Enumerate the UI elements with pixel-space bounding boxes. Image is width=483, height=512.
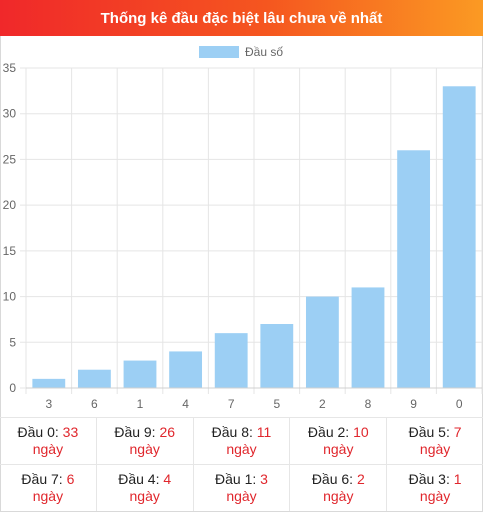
stat-unit: ngày	[419, 441, 451, 457]
stat-value: 11	[256, 424, 272, 440]
stat-unit: ngày	[419, 488, 451, 504]
stat-label: Đầu 2:	[307, 424, 350, 440]
stat-cell: Đầu 7: 6 ngày	[0, 465, 97, 511]
chart-header: Thống kê đầu đặc biệt lâu chưa về nhất	[0, 0, 483, 36]
stat-value: 7	[453, 424, 462, 440]
stat-cell: Đầu 5: 7 ngày	[387, 418, 483, 464]
stat-label: Đầu 8:	[211, 424, 253, 440]
bar	[305, 296, 339, 388]
x-tick-label: 7	[228, 397, 235, 411]
stat-value: 10	[353, 424, 369, 440]
y-tick-label: 0	[9, 381, 16, 395]
y-tick-label: 5	[9, 335, 16, 349]
stat-unit: ngày	[323, 441, 354, 457]
stat-unit: ngày	[226, 488, 257, 504]
stat-value: 33	[62, 424, 79, 440]
stat-cell: Đầu 4: 4 ngày	[97, 465, 194, 511]
stat-value: 4	[163, 471, 172, 487]
x-tick-label: 0	[456, 397, 463, 411]
stat-cell: Đầu 2: 10 ngày	[290, 418, 388, 464]
bar	[32, 378, 66, 388]
stat-label: Đầu 1:	[215, 471, 257, 487]
stat-cell: Đầu 0: 33 ngày	[0, 418, 97, 464]
bar	[260, 324, 294, 388]
x-tick-label: 3	[45, 397, 52, 411]
bar	[123, 360, 157, 388]
stats-row: Đầu 0: 33 ngày Đầu 9: 26 ngày Đầu 8: 11 …	[0, 417, 483, 464]
stat-unit: ngày	[226, 441, 257, 457]
stats-table: Đầu 0: 33 ngày Đầu 9: 26 ngày Đầu 8: 11 …	[0, 417, 483, 512]
y-tick-label: 20	[3, 198, 17, 212]
stat-unit: ngày	[129, 488, 160, 504]
stat-label: Đầu 3:	[408, 471, 450, 487]
stat-cell: Đầu 8: 11 ngày	[194, 418, 291, 464]
x-tick-label: 2	[319, 397, 326, 411]
x-tick-label: 6	[91, 397, 98, 411]
stats-row: Đầu 7: 6 ngày Đầu 4: 4 ngày Đầu 1: 3 ngà…	[0, 464, 483, 511]
y-tick-label: 30	[3, 107, 17, 121]
y-tick-label: 25	[3, 152, 17, 166]
stat-label: Đầu 9:	[114, 424, 156, 440]
legend-swatch	[199, 46, 239, 58]
bar	[351, 287, 385, 388]
x-tick-label: 4	[182, 397, 189, 411]
x-tick-label: 1	[137, 397, 144, 411]
legend-label: Đầu số	[245, 45, 283, 59]
stat-value: 1	[453, 471, 462, 487]
stat-unit: ngày	[32, 488, 64, 504]
stat-label: Đầu 7:	[21, 471, 63, 487]
stat-label: Đầu 5:	[408, 424, 450, 440]
bar	[214, 333, 248, 388]
x-tick-label: 5	[273, 397, 280, 411]
stat-unit: ngày	[323, 488, 354, 504]
stat-value: 3	[260, 471, 268, 487]
y-tick-label: 35	[3, 61, 17, 75]
bar	[442, 86, 476, 389]
bar	[397, 150, 431, 388]
stat-cell: Đầu 1: 3 ngày	[194, 465, 291, 511]
stat-cell: Đầu 3: 1 ngày	[387, 465, 483, 511]
stat-cell: Đầu 6: 2 ngày	[290, 465, 388, 511]
stat-value: 26	[159, 424, 176, 440]
bar-chart: Đầu số 0 5 10 15 20 25 30 35 3 6 1 4 7 5 2 8 9 0	[3, 45, 483, 411]
stat-label: Đầu 4:	[118, 471, 160, 487]
y-tick-label: 10	[3, 290, 17, 304]
stat-label: Đầu 0:	[17, 424, 59, 440]
stat-unit: ngày	[129, 441, 160, 457]
x-tick-label: 9	[410, 397, 417, 411]
x-tick-label: 8	[365, 397, 372, 411]
stat-label: Đầu 6:	[311, 471, 354, 487]
chart-title: Thống kê đầu đặc biệt lâu chưa về nhất	[100, 9, 383, 27]
y-tick-label: 15	[3, 244, 17, 258]
stat-cell: Đầu 9: 26 ngày	[97, 418, 194, 464]
bar	[77, 369, 111, 388]
bar	[169, 351, 203, 388]
stat-value: 2	[356, 471, 365, 487]
stat-value: 6	[66, 471, 75, 487]
stat-unit: ngày	[32, 441, 64, 457]
